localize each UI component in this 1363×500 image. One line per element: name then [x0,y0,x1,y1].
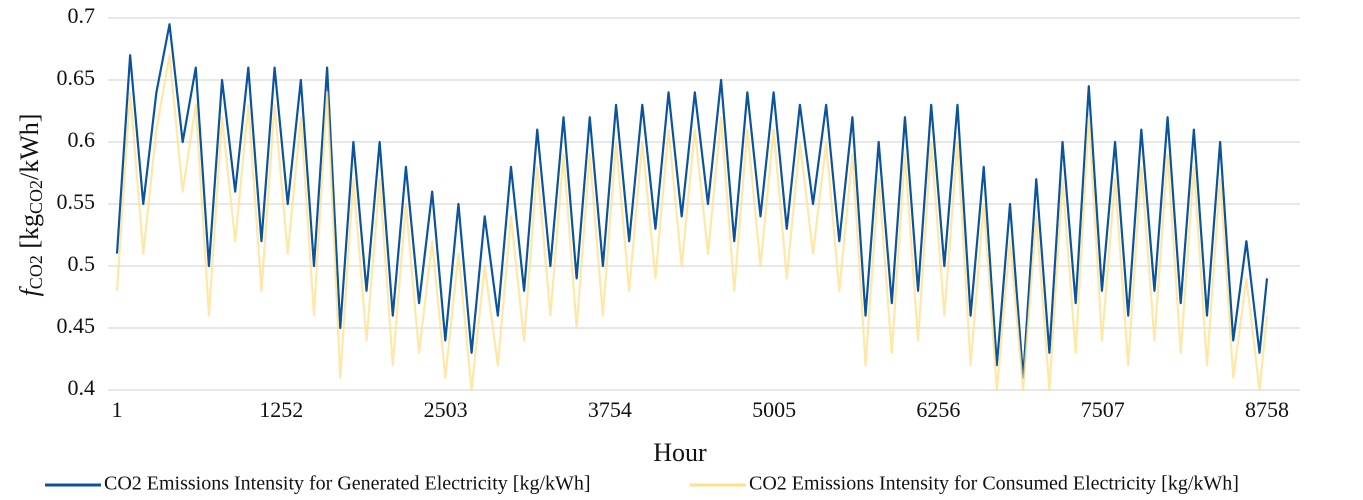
y-tick-label: 0.7 [68,3,96,28]
x-tick-label: 2503 [424,397,468,422]
x-tick-label: 7507 [1081,397,1125,422]
y-tick-label: 0.45 [57,313,96,338]
x-tick-label: 3754 [588,397,632,422]
x-axis-label: Hour [653,438,707,467]
y-label-part: /kWh] [15,114,44,180]
y-label-part: [kg [15,214,44,255]
y-axis-label: fCO2 [kgCO2/kWh] [15,114,46,297]
y-tick-label: 0.6 [68,127,96,152]
data-line [115,54,1269,392]
data-line [115,23,1269,379]
y-tick-label: 0.65 [57,65,96,90]
x-tick-label: 1 [112,397,123,422]
y-label-part: f [15,285,44,296]
x-tick-label: 8758 [1245,397,1289,422]
y-tick-label: 0.5 [68,251,96,276]
x-tick-label: 5005 [752,397,796,422]
legend-label: CO2 Emissions Intensity for Consumed Ele… [749,473,1239,495]
y-label-subscript: CO2 [26,255,46,289]
legend-label: CO2 Emissions Intensity for Generated El… [104,473,591,495]
y-label-subscript: CO2 [26,180,46,214]
x-tick-label: 6256 [916,397,960,422]
x-tick-label: 1252 [259,397,303,422]
y-tick-label: 0.55 [57,189,96,214]
y-tick-label: 0.4 [68,375,96,400]
